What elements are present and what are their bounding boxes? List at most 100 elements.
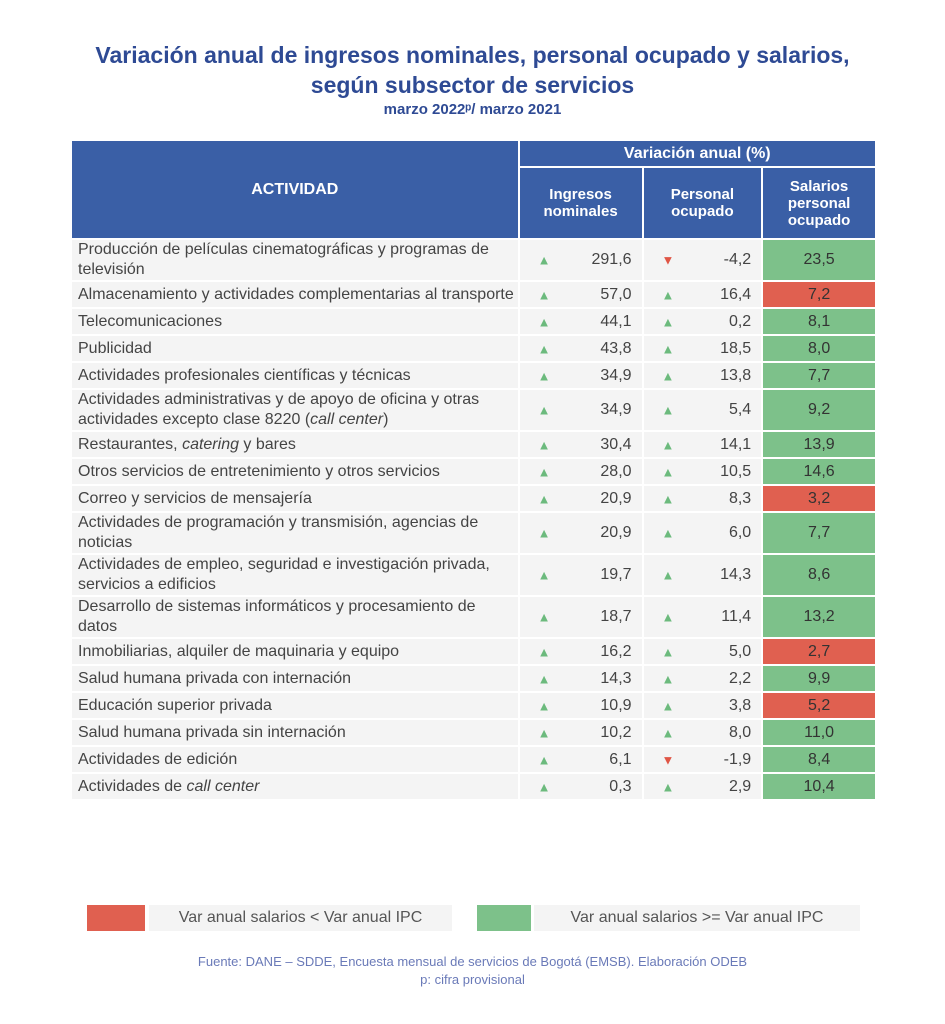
triangle-up-icon: ▲ (661, 464, 675, 479)
chart-title-line2: según subsector de servicios (310, 72, 635, 98)
triangle-up-icon: ▲ (661, 314, 675, 329)
ingresos-cell: ▲ 16,2 (519, 639, 642, 664)
ingresos-value: 20,9 (600, 489, 632, 507)
personal-value: 6,0 (728, 524, 752, 541)
triangle-up-icon: ▲ (537, 698, 551, 713)
triangle-up-icon: ▲ (537, 402, 551, 418)
ingresos-cell: ▲ 43,8 (519, 336, 642, 361)
ingresos-value: 291,6 (591, 251, 632, 268)
personal-cell: ▲ 5,4 (643, 390, 762, 430)
personal-value: 2,9 (728, 777, 752, 795)
personal-value: 8,0 (728, 723, 752, 741)
salarios-cell: 10,4 (763, 774, 875, 799)
activity-cell: Salud humana privada sin internación (72, 720, 518, 745)
personal-value: 8,3 (728, 489, 752, 507)
ingresos-cell: ▲ 30,4 (519, 432, 642, 457)
triangle-up-icon: ▲ (661, 402, 675, 418)
activity-text: Desarrollo de sistemas informáticos y pr… (78, 598, 476, 635)
triangle-up-icon: ▲ (661, 341, 675, 356)
ingresos-value: 0,3 (609, 777, 632, 795)
table-row: Restaurantes, catering y bares ▲ 30,4 ▲ 14,1… (72, 432, 875, 457)
personal-value: 13,8 (720, 366, 752, 384)
triangle-up-icon: ▲ (661, 567, 675, 583)
triangle-up-icon: ▲ (537, 644, 551, 659)
header-personal: Personal ocupado (643, 168, 762, 238)
ingresos-cell: ▲ 34,9 (519, 390, 642, 430)
table-row: Correo y servicios de mensajería ▲ 20,9 ▲ 8,… (72, 486, 875, 511)
personal-value: -1,9 (723, 750, 752, 768)
activity-cell: Actividades profesionales científicas y … (72, 363, 518, 388)
personal-cell: ▲ 10,5 (643, 459, 762, 484)
activity-cell: Actividades de edición (72, 747, 518, 772)
personal-cell: ▲ 3,8 (643, 693, 762, 718)
activity-text: Actividades de empleo, seguridad e inves… (78, 556, 490, 593)
header-activity: ACTIVIDAD (72, 141, 518, 238)
salarios-cell: 14,6 (763, 459, 875, 484)
salarios-cell: 8,6 (763, 555, 875, 595)
activity-text: Actividades de programación y transmisió… (78, 514, 479, 551)
triangle-up-icon: ▲ (537, 779, 551, 794)
ingresos-value: 44,1 (600, 312, 632, 330)
personal-cell: ▼ -4,2 (643, 240, 762, 280)
ingresos-cell: ▲ 14,3 (519, 666, 642, 691)
personal-cell: ▲ 8,3 (643, 486, 762, 511)
ingresos-value: 30,4 (600, 435, 632, 453)
personal-value: 14,3 (720, 566, 752, 583)
personal-value: 18,5 (720, 339, 752, 357)
chart-subtitle: marzo 2022ᵖ/ marzo 2021 (383, 101, 562, 118)
personal-value: -4,2 (723, 251, 752, 268)
header-salarios: Salarios personal ocupado (763, 168, 875, 238)
activity-text: Publicidad (78, 339, 152, 357)
activity-text: call center (186, 777, 260, 795)
activity-cell: Desarrollo de sistemas informáticos y pr… (72, 597, 518, 637)
triangle-up-icon: ▲ (537, 252, 551, 268)
salarios-cell: 7,2 (763, 282, 875, 307)
ingresos-cell: ▲ 6,1 (519, 747, 642, 772)
triangle-up-icon: ▲ (661, 725, 675, 740)
activity-text: Telecomunicaciones (78, 312, 223, 330)
triangle-up-icon: ▲ (537, 368, 551, 383)
personal-value: 3,8 (728, 696, 752, 714)
personal-cell: ▲ 5,0 (643, 639, 762, 664)
activity-cell: Correo y servicios de mensajería (72, 486, 518, 511)
ingresos-cell: ▲ 19,7 (519, 555, 642, 595)
triangle-up-icon: ▲ (537, 437, 551, 452)
header-group: Variación anual (%) (519, 141, 875, 166)
personal-cell: ▲ 2,9 (643, 774, 762, 799)
table-row: Almacenamiento y actividades complementa… (72, 282, 875, 307)
table-row: Salud humana privada sin internación ▲ 10,… (72, 720, 875, 745)
salarios-cell: 9,9 (763, 666, 875, 691)
activity-text: Restaurantes, (78, 435, 183, 453)
activity-cell: Actividades de programación y transmisió… (72, 513, 518, 553)
legend-swatch-below (87, 905, 145, 931)
ingresos-cell: ▲ 10,2 (519, 720, 642, 745)
triangle-up-icon: ▲ (537, 287, 551, 302)
activity-text: Actividades de (78, 777, 187, 795)
activity-cell: Actividades administrativas y de apoyo d… (72, 390, 518, 430)
triangle-up-icon: ▲ (537, 725, 551, 740)
salarios-cell: 7,7 (763, 363, 875, 388)
activity-text: Salud humana privada sin internación (78, 723, 346, 741)
header-ingresos: Ingresos nominales (519, 168, 642, 238)
personal-cell: ▲ 14,3 (643, 555, 762, 595)
table-row: Educación superior privada ▲ 10,9 ▲ 3,8 5,2 (72, 693, 875, 718)
activity-cell: Actividades de call center (72, 774, 518, 799)
table-row: Otros servicios de entretenimiento y otr… (72, 459, 875, 484)
activity-text: y bares (238, 435, 296, 453)
salarios-cell: 13,9 (763, 432, 875, 457)
personal-value: 5,4 (728, 401, 752, 418)
ingresos-value: 10,9 (600, 696, 632, 714)
salarios-cell: 8,4 (763, 747, 875, 772)
ingresos-cell: ▲ 57,0 (519, 282, 642, 307)
triangle-up-icon: ▲ (661, 437, 675, 452)
triangle-down-icon: ▼ (661, 252, 675, 268)
ingresos-value: 14,3 (600, 669, 632, 687)
salarios-cell: 3,2 (763, 486, 875, 511)
activity-cell: Producción de películas cinematográficas… (72, 240, 518, 280)
table-row: Desarrollo de sistemas informáticos y pr… (72, 597, 875, 637)
salarios-cell: 2,7 (763, 639, 875, 664)
ingresos-value: 57,0 (600, 285, 632, 303)
table-row: Actividades de programación y transmisió… (72, 513, 875, 553)
triangle-up-icon: ▲ (537, 609, 551, 625)
triangle-up-icon: ▲ (537, 491, 551, 506)
